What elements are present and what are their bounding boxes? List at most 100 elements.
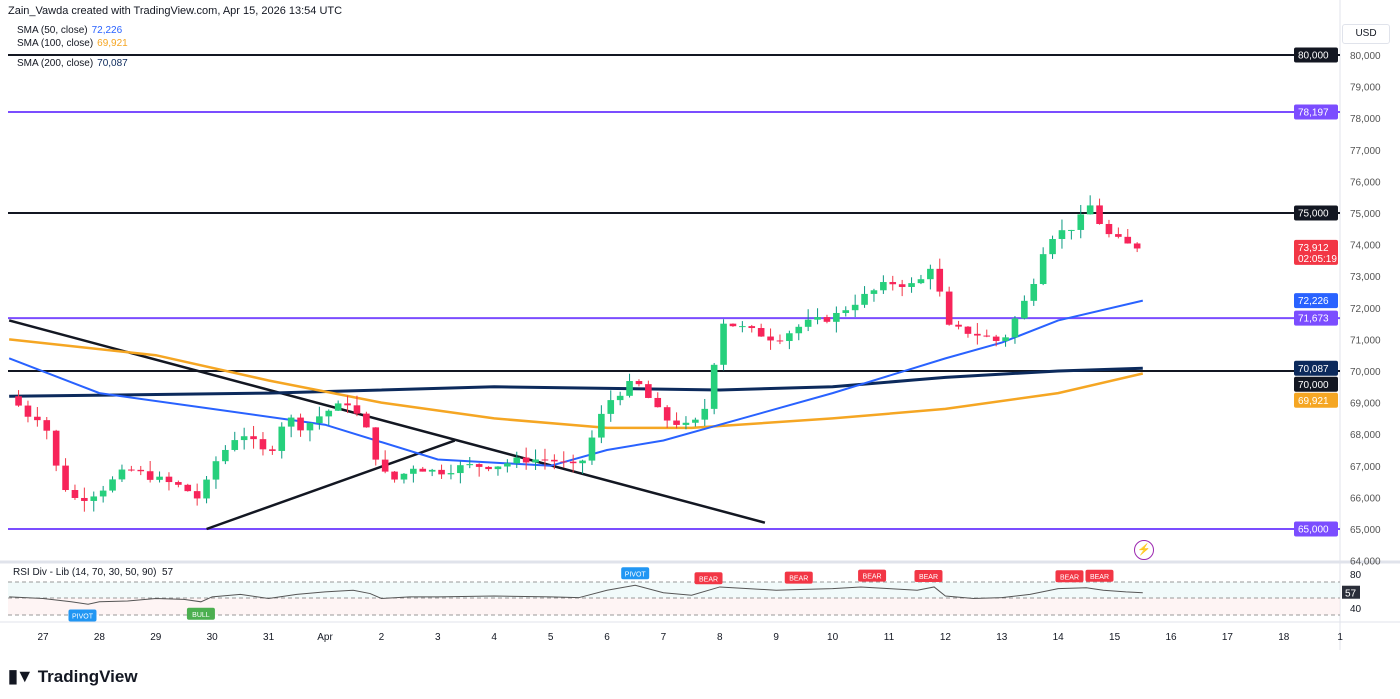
legend-sma200[interactable]: SMA (200, close) 70,087 <box>13 58 128 70</box>
candle <box>15 390 22 407</box>
candle <box>485 466 492 472</box>
price-badge-bg <box>1294 392 1338 408</box>
legend-value: 70,087 <box>97 58 128 69</box>
price-badge: 73,912 <box>1298 243 1329 254</box>
candle-body <box>1002 337 1009 341</box>
candle <box>1011 316 1019 344</box>
candle <box>833 306 840 333</box>
price-badge-bg <box>1294 293 1338 309</box>
candle <box>306 422 314 442</box>
candle-body <box>438 469 445 475</box>
sma100-line <box>9 338 1144 430</box>
candle <box>99 485 107 503</box>
rsi-value-badge: 57 <box>1345 589 1357 600</box>
candle <box>81 487 88 512</box>
currency-button[interactable]: USD <box>1342 24 1390 44</box>
candle <box>24 400 32 423</box>
candle-body <box>1086 205 1094 215</box>
level-badge-bg <box>1294 205 1338 221</box>
x-tick-label: 18 <box>1278 632 1290 643</box>
candle-body <box>607 400 615 414</box>
candle <box>250 425 257 449</box>
candle <box>410 465 417 483</box>
candle <box>400 473 408 484</box>
candle-body <box>851 304 859 311</box>
candle <box>1124 229 1132 244</box>
sma50-line <box>8 299 1144 467</box>
candle <box>278 422 286 459</box>
x-tick-label: 10 <box>827 632 839 643</box>
candle <box>1049 235 1056 259</box>
candle <box>607 390 615 422</box>
candle <box>776 334 784 345</box>
signal-bear-label: BEAR <box>919 574 938 581</box>
candle-body <box>52 430 60 466</box>
candle <box>767 328 774 350</box>
candle-body <box>673 420 680 425</box>
x-tick-label: 2 <box>379 632 385 643</box>
x-tick-label: 30 <box>207 632 219 643</box>
rsi-line <box>9 584 1143 605</box>
candle <box>757 323 765 337</box>
candle <box>861 286 868 308</box>
x-tick-label: 9 <box>773 632 779 643</box>
candle-body <box>880 282 887 291</box>
candle-body <box>99 490 107 497</box>
candle <box>146 460 154 483</box>
candle-body <box>983 335 991 337</box>
candle-body <box>1049 239 1056 255</box>
candle-body <box>475 464 483 467</box>
candle <box>880 275 887 294</box>
candle <box>62 458 69 492</box>
candle-body <box>786 333 793 342</box>
x-tick-label: 13 <box>996 632 1008 643</box>
legend-value: 72,226 <box>91 25 123 36</box>
candle-body <box>118 469 126 480</box>
lightning-icon[interactable]: ⚡ <box>1134 540 1154 560</box>
candle-body <box>137 469 145 472</box>
candle-body <box>485 466 492 470</box>
signal-marker-bg <box>784 571 813 584</box>
candle-body <box>381 459 389 472</box>
candle-body <box>626 381 633 396</box>
signal-marker-bg <box>858 569 887 582</box>
candle-body <box>569 461 577 464</box>
candle <box>579 459 586 474</box>
candle <box>90 491 98 512</box>
legend-label: SMA (100, close) <box>17 38 94 49</box>
candle <box>748 324 756 333</box>
legend-sma50[interactable]: SMA (50, close) 72,226 <box>13 25 122 37</box>
tradingview-logo[interactable]: ▮▼ TradingView <box>8 666 138 687</box>
x-tick-label: 17 <box>1222 632 1234 643</box>
candle <box>917 274 925 285</box>
candle <box>908 277 915 293</box>
candle <box>43 417 51 440</box>
candle-body <box>616 395 624 401</box>
candle-body <box>400 473 408 480</box>
y-tick-label: 77,000 <box>1350 146 1381 157</box>
candle <box>814 308 821 325</box>
trendline <box>206 439 456 531</box>
x-tick-label: 29 <box>150 632 162 643</box>
candle-body <box>1068 229 1075 231</box>
candle-body <box>325 410 333 417</box>
level-badge-bg <box>1294 47 1338 63</box>
legend-sma100[interactable]: SMA (100, close) 69,921 <box>13 38 128 50</box>
candle <box>494 466 502 476</box>
candle <box>513 451 521 468</box>
rsi-legend[interactable]: RSI Div - Lib (14, 70, 30, 50, 90) 57 <box>13 567 173 579</box>
candle <box>165 472 173 491</box>
candle-body <box>842 310 850 313</box>
y-tick-label: 78,000 <box>1350 114 1381 125</box>
level-badge: 80,000 <box>1298 51 1329 62</box>
candle <box>964 326 972 338</box>
price-badge: 70,087 <box>1298 364 1329 375</box>
candle-body <box>165 476 173 483</box>
candle <box>222 445 229 465</box>
x-tick-label: 5 <box>548 632 554 643</box>
candle <box>701 398 709 426</box>
candle <box>259 432 267 456</box>
level-badge: 65,000 <box>1298 525 1329 536</box>
x-tick-label: 1 <box>1337 632 1343 643</box>
